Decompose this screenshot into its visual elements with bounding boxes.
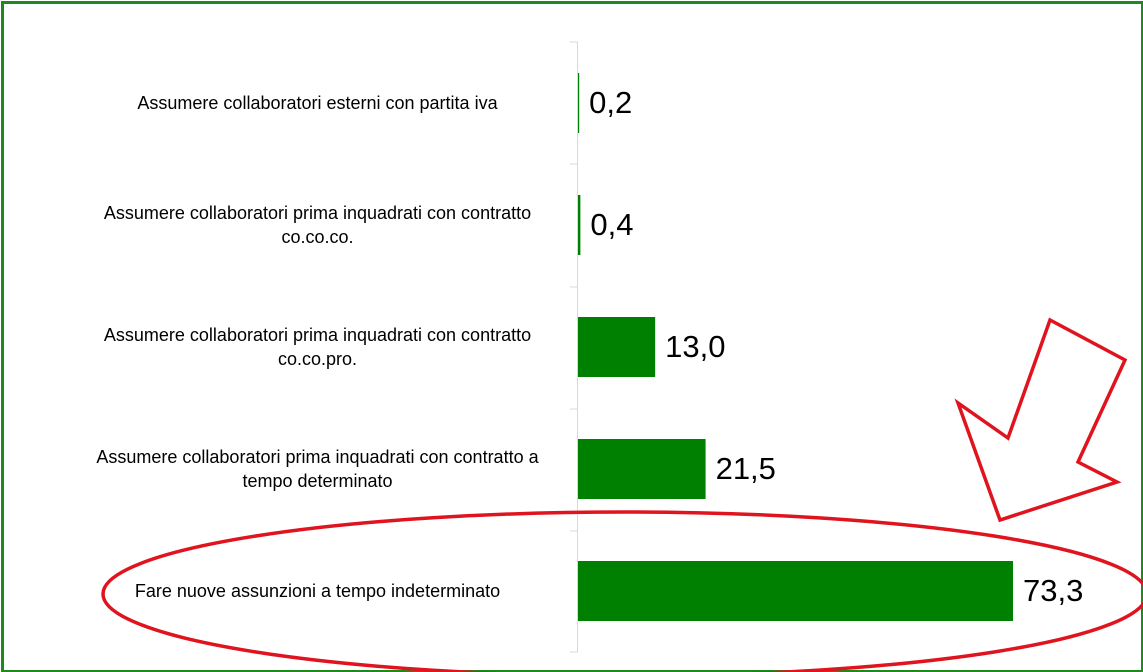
bar <box>578 73 580 133</box>
axis <box>570 41 578 653</box>
value-label: 13,0 <box>665 329 725 364</box>
category-label: Assumere collaboratori prima inquadrati … <box>103 203 532 247</box>
bar <box>578 317 656 377</box>
category-label: Fare nuove assunzioni a tempo indetermin… <box>134 581 501 601</box>
value-label: 0,4 <box>590 207 633 242</box>
bar <box>578 439 706 499</box>
category-label: Assumere collaboratori esterni con parti… <box>137 93 498 113</box>
highlight-arrow <box>954 317 1128 523</box>
bar <box>578 561 1013 621</box>
value-label: 0,2 <box>589 85 632 120</box>
category-label: Assumere collaboratori prima inquadrati … <box>96 447 539 491</box>
bar <box>578 195 581 255</box>
value-label: 73,3 <box>1023 573 1083 608</box>
category-label: Assumere collaboratori prima inquadrati … <box>103 325 532 369</box>
value-label: 21,5 <box>716 451 776 486</box>
highlight-ellipse <box>101 510 1143 672</box>
